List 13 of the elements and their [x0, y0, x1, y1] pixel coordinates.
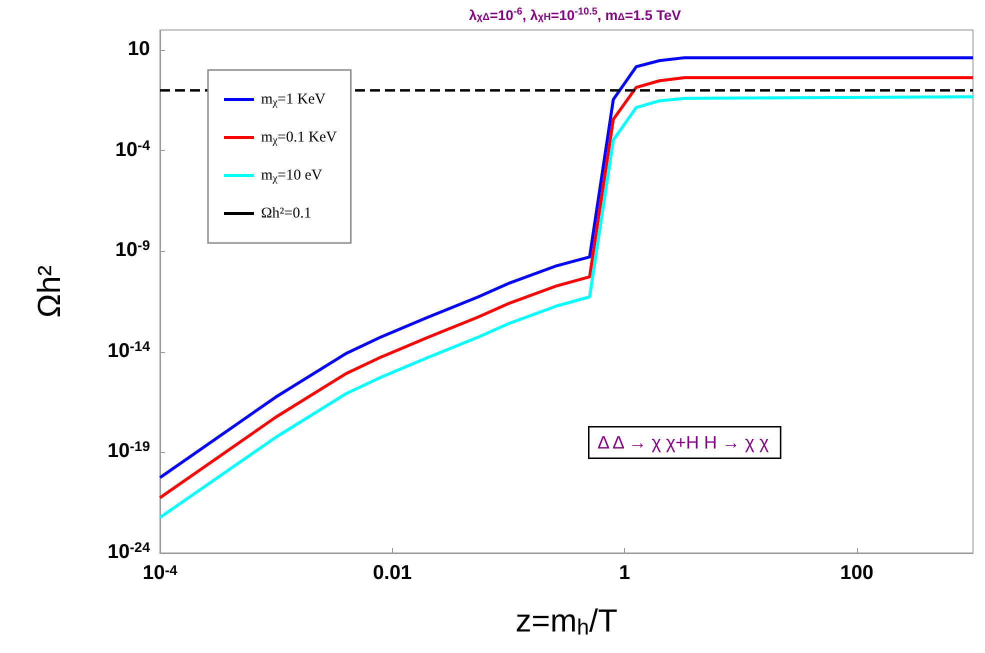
y-tick-label: 10 [128, 38, 150, 62]
legend-label: Ωh²=0.1 [261, 206, 312, 222]
annotation: Δ Δ → χ χ+H H → χ χ [598, 432, 770, 452]
x-tick-label: 0.01 [372, 562, 412, 584]
y-tick-label: 10$^{-19}$ [108, 438, 150, 464]
y-axis-title: Ωh² [31, 264, 67, 318]
x-tick-label: 100 [840, 562, 874, 584]
y-tick-label: 10$^{-24}$ [108, 539, 150, 563]
y-tick-label: 10$^{-14}$ [108, 338, 150, 364]
y-tick-label: 10$^{-4}$ [115, 136, 150, 163]
y-tick-label: 10$^{-9}$ [115, 237, 150, 264]
x-tick-label: 1 [619, 562, 630, 584]
x-axis-title: z=mh/T [515, 602, 618, 640]
